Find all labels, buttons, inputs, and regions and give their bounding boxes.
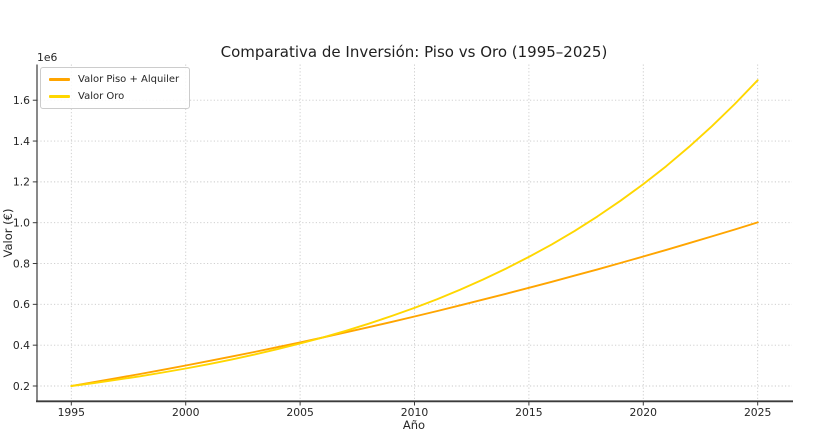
tick-labels: 1995 2000 2005 2010 2015 2020 2025 0.2 0.4 0.6 0.8… — [13, 94, 772, 419]
y-tick-label: 0.4 — [13, 339, 30, 352]
x-tick-label: 1995 — [58, 406, 85, 419]
x-tick-label: 2000 — [172, 406, 200, 419]
y-tick-label: 0.8 — [13, 257, 30, 270]
legend-label-oro: Valor Oro — [78, 91, 125, 102]
y-tick-label: 1.0 — [13, 216, 30, 229]
axes-spines-and-ticks — [32, 64, 793, 406]
x-tick-label: 2005 — [286, 406, 313, 419]
legend-entry-oro: Valor Oro — [49, 90, 179, 103]
chart-title: Comparativa de Inversión: Piso vs Oro (1… — [221, 43, 608, 61]
legend-label-piso: Valor Piso + Alquiler — [78, 74, 180, 85]
x-tick-label: 2010 — [401, 406, 429, 419]
x-axis-label: Año — [403, 418, 425, 432]
y-tick-label: 0.2 — [13, 380, 30, 393]
x-tick-label: 2020 — [630, 406, 658, 419]
legend-line-swatch-oro — [49, 95, 70, 98]
series-lines — [70, 79, 759, 387]
y-axis-label: Valor (€) — [1, 209, 15, 258]
y-tick-label: 1.2 — [13, 176, 30, 189]
legend-entry-piso: Valor Piso + Alquiler — [49, 73, 179, 86]
legend-line-swatch-piso — [49, 78, 70, 81]
y-tick-label: 1.6 — [13, 94, 30, 107]
series-line-valor-oro — [70, 79, 759, 387]
x-tick-label: 2025 — [744, 406, 771, 419]
legend: Valor Piso + Alquiler Valor Oro — [40, 67, 191, 109]
gridlines — [37, 64, 792, 402]
y-axis-offset-label: 1e6 — [37, 51, 58, 64]
x-tick-label: 2015 — [515, 406, 542, 419]
y-tick-label: 0.6 — [13, 298, 30, 311]
series-line-valor-piso-alquiler — [70, 221, 759, 387]
y-tick-label: 1.4 — [13, 135, 30, 148]
